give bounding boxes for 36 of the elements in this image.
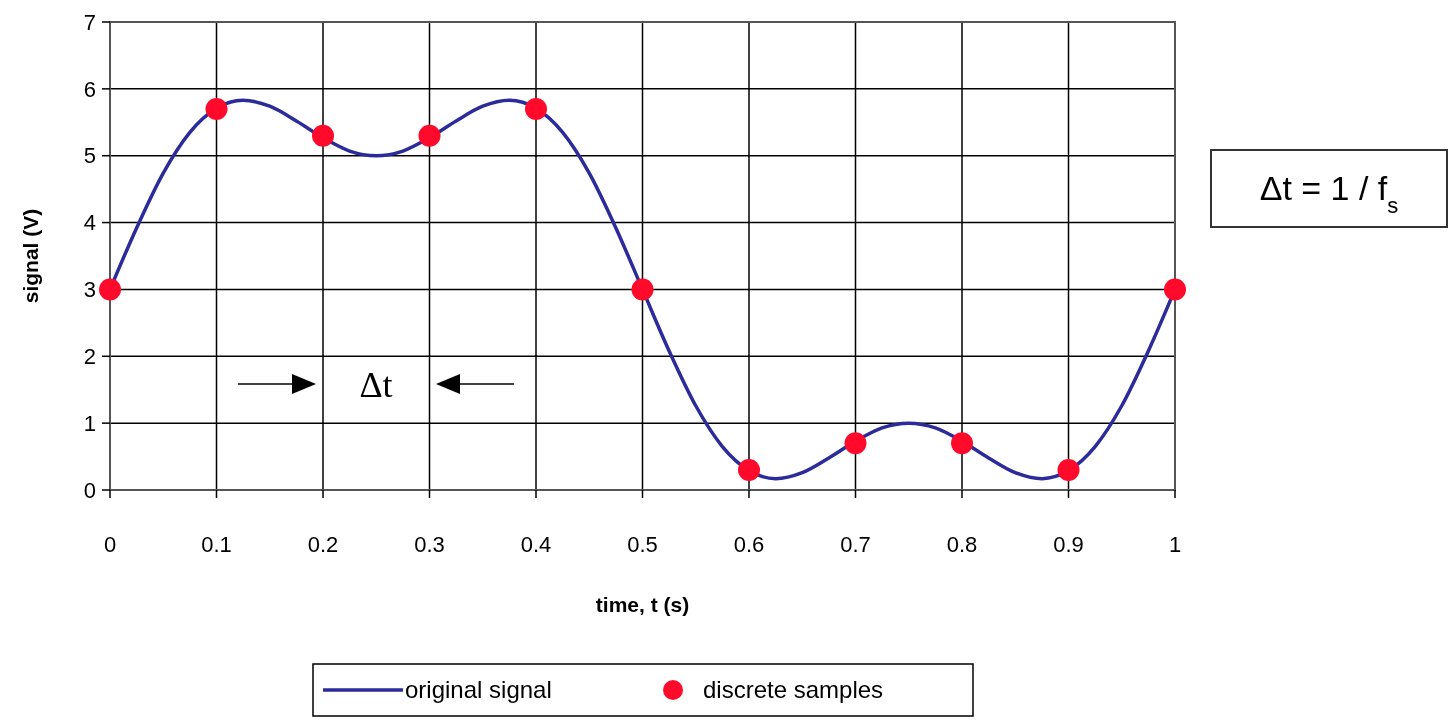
point	[631, 278, 654, 301]
x-tick-label: 0.3	[414, 532, 445, 557]
y-tick-label: 1	[83, 410, 96, 436]
y-axis-title: signal (V)	[19, 208, 42, 304]
point	[951, 432, 973, 455]
x-tick-label: 0.2	[307, 532, 339, 557]
point	[1057, 458, 1080, 481]
y-tick-label: 3	[83, 277, 96, 303]
x-tick-label: 1	[1168, 532, 1182, 557]
x-tick-label: 0.1	[201, 532, 232, 557]
point	[205, 97, 228, 120]
x-tick-label: 0	[103, 532, 117, 557]
point	[1164, 278, 1186, 301]
point	[418, 124, 441, 147]
y-tick-label: 0	[83, 477, 96, 503]
x-tick-label: 0.6	[733, 532, 765, 557]
point	[525, 97, 547, 120]
y-tick-label: 5	[83, 143, 96, 169]
point	[99, 278, 121, 301]
y-tick-label: 6	[83, 76, 96, 102]
x-axis-title: time, t (s)	[595, 593, 690, 616]
x-tick-label: 0.8	[946, 532, 978, 557]
point	[844, 432, 867, 455]
x-tick-label: 0.9	[1053, 532, 1084, 557]
y-tick-label: 2	[83, 343, 96, 369]
x-tick-label: 0.5	[627, 532, 658, 557]
point	[738, 458, 760, 481]
y-tick-label: 7	[83, 9, 96, 35]
x-tick-label: 0.7	[840, 532, 871, 557]
point	[312, 124, 334, 147]
legend-label: discrete samples	[703, 676, 884, 704]
annotation: Δt	[359, 364, 393, 405]
x-tick-label: 0.4	[520, 532, 552, 557]
text: Δt = 1 / f$_{s}$	[1259, 168, 1399, 218]
y-tick-label: 4	[83, 210, 96, 236]
legend-label: original signal	[405, 676, 552, 704]
